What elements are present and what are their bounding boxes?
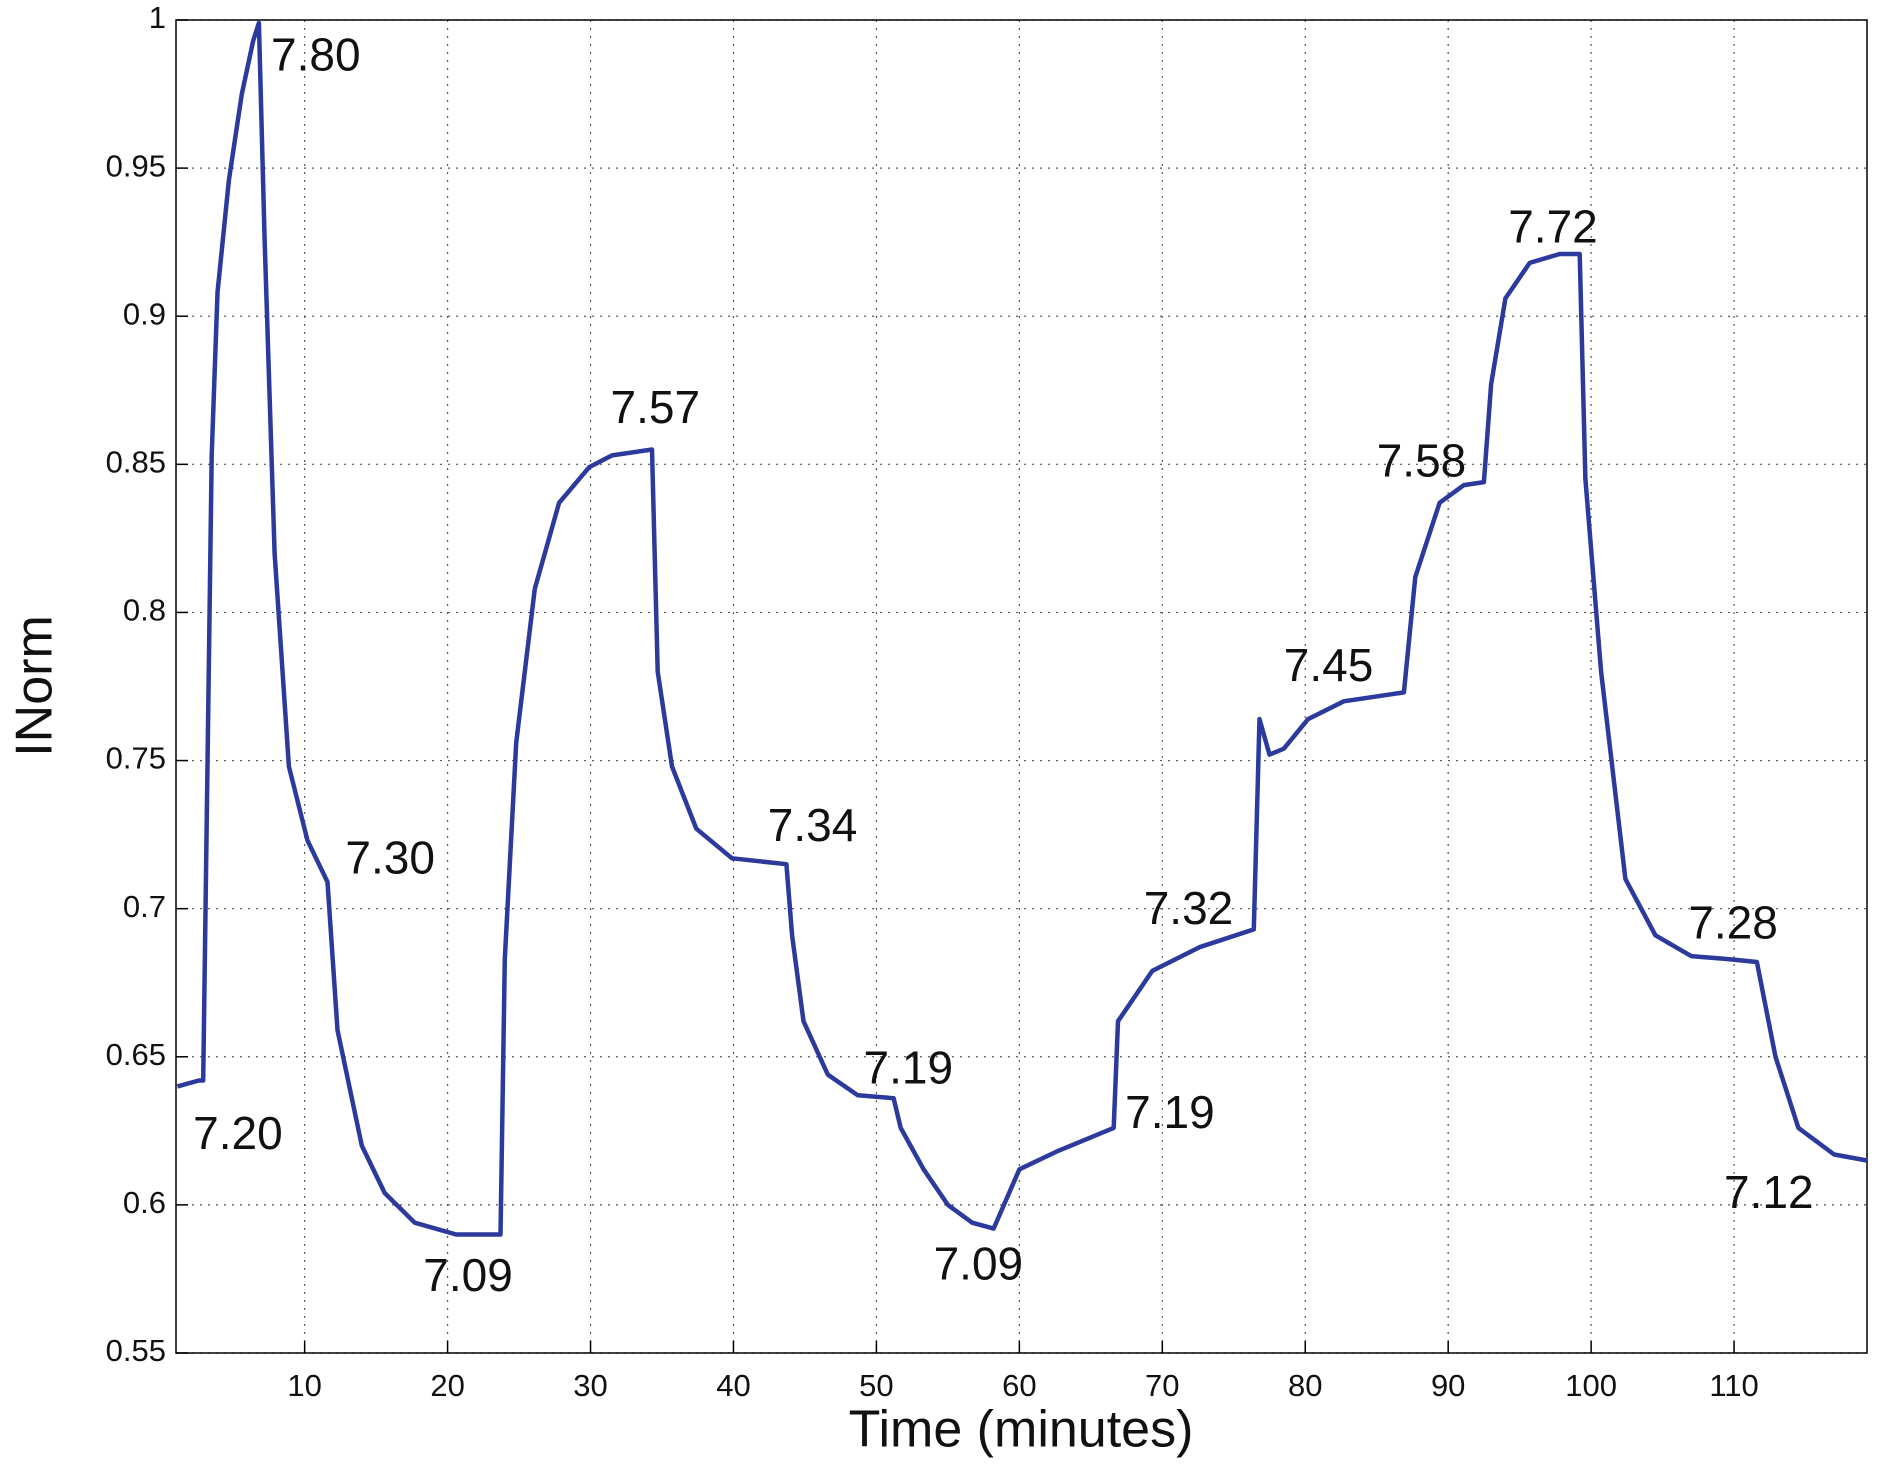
x-tick-label: 90 [1431,1368,1465,1403]
y-tick-label: 0.75 [106,741,166,776]
y-axis-label: INorm [6,615,64,757]
annotation: 7.58 [1377,434,1467,486]
annotation: 7.12 [1724,1166,1814,1218]
y-tick-label: 0.95 [106,148,166,183]
y-tick-label: 0.7 [123,889,166,924]
annotation: 7.09 [934,1237,1024,1289]
x-tick-label: 20 [430,1368,464,1403]
x-tick-label: 60 [1002,1368,1036,1403]
x-tick-label: 80 [1288,1368,1322,1403]
annotation: 7.19 [1125,1086,1215,1138]
x-tick-label: 110 [1709,1368,1758,1403]
x-tick-label: 100 [1565,1368,1617,1403]
x-tick-label: 70 [1145,1368,1179,1403]
annotation: 7.19 [864,1042,954,1094]
y-tick-label: 0.9 [123,296,166,331]
y-tick-label: 0.8 [123,593,166,628]
x-tick-label: 10 [287,1368,321,1403]
x-tick-label: 40 [716,1368,750,1403]
annotation: 7.09 [423,1249,513,1301]
annotation: 7.32 [1144,882,1234,934]
annotation: 7.28 [1688,897,1778,949]
x-tick-label: 50 [859,1368,893,1403]
y-tick-label: 0.85 [106,445,166,480]
annotation: 7.72 [1508,200,1598,252]
y-tick-label: 1 [149,0,166,35]
plot-frame [175,19,1868,1354]
x-tick-label: 30 [573,1368,607,1403]
data-line [176,20,1868,1237]
y-tick-label: 0.6 [123,1185,166,1220]
y-tick-label: 0.65 [106,1037,166,1072]
annotation: 7.57 [611,381,701,433]
annotation: 7.45 [1284,639,1374,691]
annotation: 7.20 [193,1107,283,1159]
annotation: 7.34 [768,799,858,851]
annotation: 7.30 [345,831,435,883]
x-axis-label: Time (minutes) [849,1401,1194,1459]
y-tick-label: 0.55 [106,1333,166,1368]
annotation: 7.80 [271,29,361,81]
